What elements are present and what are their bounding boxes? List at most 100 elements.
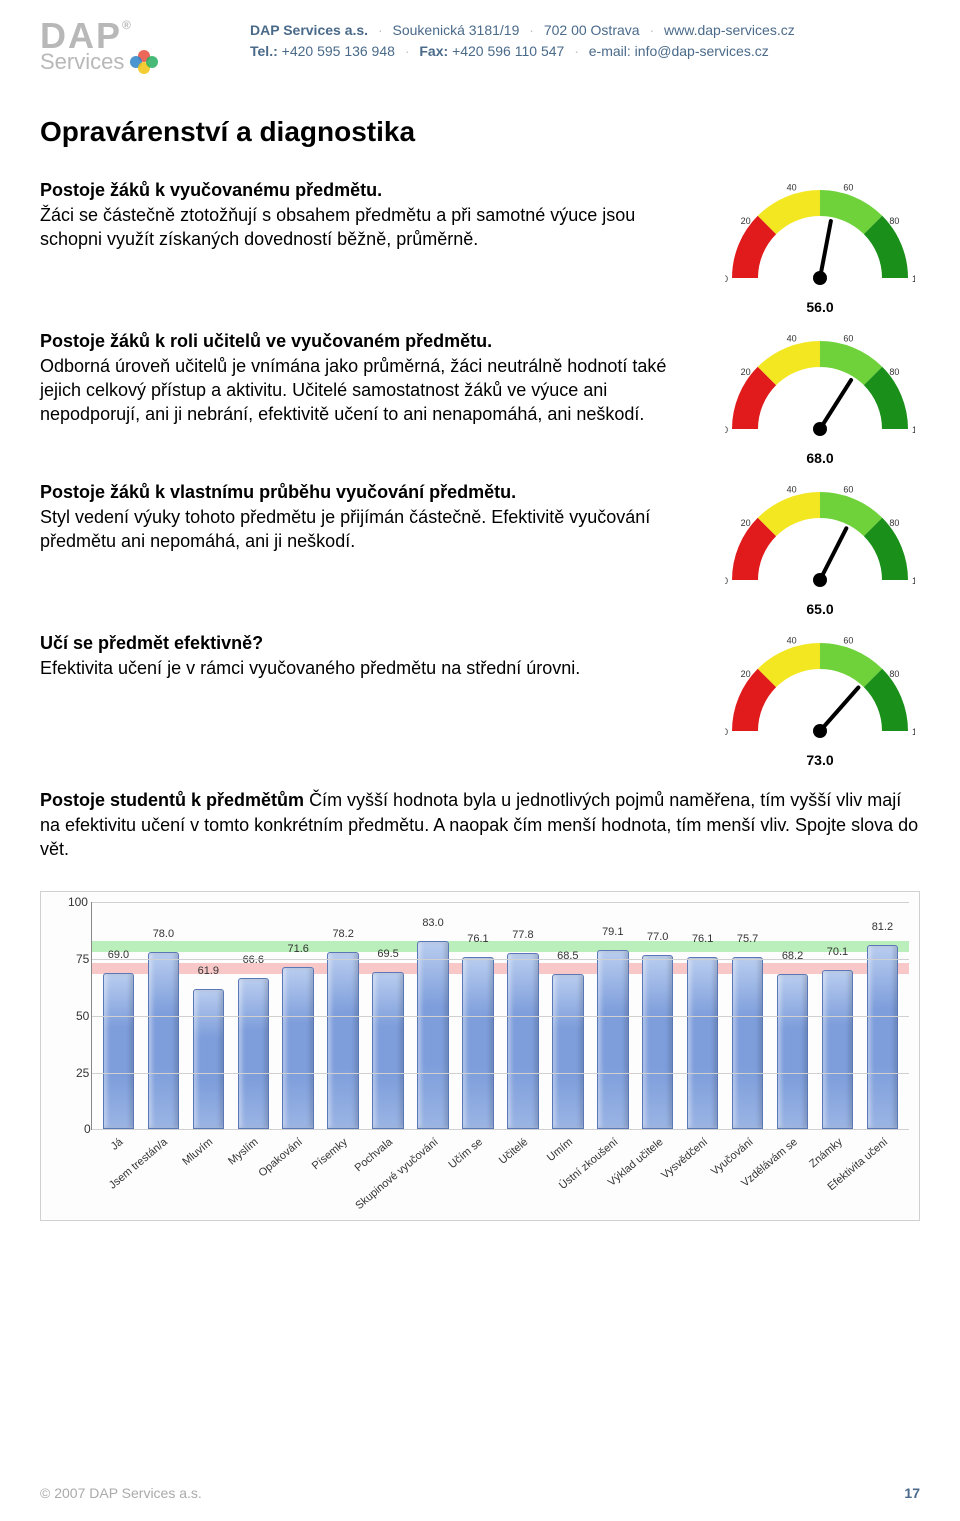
- section-text: Učí se předmět efektivně? Efektivita uče…: [40, 631, 680, 680]
- bar-value-label: 78.2: [332, 928, 353, 940]
- bar: [867, 945, 898, 1129]
- x-category-label: Skupinové vyučování: [410, 1132, 455, 1216]
- y-tick-label: 0: [84, 1122, 91, 1136]
- x-category-label: Efektivita učení: [860, 1132, 905, 1216]
- logo: DAP® Services: [40, 20, 220, 76]
- tel: +420 595 136 948: [282, 43, 395, 59]
- bar: [642, 955, 673, 1130]
- svg-text:20: 20: [741, 216, 751, 226]
- fax-label: Fax:: [419, 43, 448, 59]
- gauge-column: 020406080100 68.0: [720, 329, 920, 466]
- bar: [372, 972, 403, 1130]
- svg-text:100: 100: [912, 425, 915, 435]
- page-footer: © 2007 DAP Services a.s. 17: [40, 1485, 920, 1501]
- gauge-column: 020406080100 65.0: [720, 480, 920, 617]
- bar-value-label: 83.0: [422, 917, 443, 929]
- gauge-value-label: 65.0: [720, 601, 920, 617]
- bar: [282, 967, 313, 1130]
- bar-value-label: 79.1: [602, 926, 623, 938]
- svg-text:0: 0: [725, 274, 728, 284]
- svg-text:20: 20: [741, 669, 751, 679]
- svg-text:60: 60: [843, 485, 853, 495]
- x-category-label: Mluvím: [185, 1132, 230, 1216]
- barchart-container: 69.078.061.966.671.678.269.583.076.177.8…: [40, 891, 920, 1221]
- svg-text:80: 80: [889, 367, 899, 377]
- fax: +420 596 110 547: [452, 43, 564, 59]
- gauge-value-label: 68.0: [720, 450, 920, 466]
- bar-value-label: 68.2: [782, 950, 803, 962]
- bar: [732, 957, 763, 1129]
- section-row: Postoje žáků k roli učitelů ve vyučované…: [40, 329, 920, 466]
- svg-text:80: 80: [889, 216, 899, 226]
- bar-value-label: 78.0: [153, 928, 174, 940]
- section-heading: Postoje žáků k roli učitelů ve vyučované…: [40, 329, 680, 353]
- svg-text:40: 40: [787, 334, 797, 344]
- gauge-value-label: 56.0: [720, 299, 920, 315]
- logo-reg: ®: [122, 18, 133, 32]
- svg-text:60: 60: [843, 183, 853, 193]
- section-body: Styl vedení výuky tohoto předmětu je při…: [40, 507, 650, 551]
- bar-value-label: 66.6: [243, 954, 264, 966]
- svg-text:0: 0: [725, 576, 728, 586]
- svg-text:80: 80: [889, 669, 899, 679]
- bar: [103, 973, 134, 1130]
- bar: [417, 941, 448, 1129]
- section-body: Efektivita učení je v rámci vyučovaného …: [40, 658, 580, 678]
- section-body: Odborná úroveň učitelů je vnímána jako p…: [40, 356, 666, 425]
- y-tick-label: 75: [76, 952, 89, 966]
- company-name: DAP Services a.s.: [250, 22, 368, 38]
- email-label: e-mail:: [589, 43, 631, 59]
- bar: [822, 970, 853, 1129]
- section-body: Žáci se částečně ztotožňují s obsahem př…: [40, 205, 635, 249]
- bar: [238, 978, 269, 1129]
- tel-label: Tel.:: [250, 43, 278, 59]
- gauge-column: 0 20 40 60 80 100 56.0: [720, 178, 920, 315]
- bar: [552, 974, 583, 1129]
- header-info: DAP Services a.s. · Soukenická 3181/19 ·…: [250, 20, 920, 62]
- address: Soukenická 3181/19: [393, 22, 520, 38]
- logo-dots-icon: [130, 48, 158, 76]
- section-heading: Postoje žáků k vyučovanému předmětu.: [40, 178, 680, 202]
- x-category-label: Učitelé: [500, 1132, 545, 1216]
- x-category-label: Učím se: [455, 1132, 500, 1216]
- email: info@dap-services.cz: [635, 43, 769, 59]
- svg-text:100: 100: [912, 274, 915, 284]
- bar: [597, 950, 628, 1130]
- x-category-label: Opakování: [275, 1132, 320, 1216]
- svg-text:80: 80: [889, 518, 899, 528]
- bar: [462, 957, 493, 1130]
- copyright: © 2007 DAP Services a.s.: [40, 1485, 202, 1501]
- bar: [687, 957, 718, 1130]
- bar-value-label: 77.8: [512, 929, 533, 941]
- svg-text:40: 40: [787, 485, 797, 495]
- web: www.dap-services.cz: [664, 22, 795, 38]
- bar-value-label: 61.9: [198, 965, 219, 977]
- x-category-label: Vzdělávám se: [770, 1132, 815, 1216]
- bar-value-label: 70.1: [827, 946, 848, 958]
- bar-value-label: 76.1: [692, 933, 713, 945]
- city: 702 00 Ostrava: [544, 22, 640, 38]
- logo-line1: DAP: [40, 15, 122, 56]
- svg-text:20: 20: [741, 367, 751, 377]
- bar: [777, 974, 808, 1129]
- gauge-column: 020406080100 73.0: [720, 631, 920, 768]
- bar: [507, 953, 538, 1130]
- bar-value-label: 81.2: [872, 921, 893, 933]
- para-heading: Postoje studentů k předmětům: [40, 790, 304, 810]
- bar-value-label: 69.5: [377, 948, 398, 960]
- section-row: Učí se předmět efektivně? Efektivita uče…: [40, 631, 920, 768]
- svg-text:100: 100: [912, 576, 915, 586]
- page-header: DAP® Services DAP Services a.s. · Souken…: [40, 20, 920, 76]
- y-tick-label: 100: [68, 895, 88, 909]
- section-row: Postoje žáků k vlastnímu průběhu vyučová…: [40, 480, 920, 617]
- svg-text:60: 60: [843, 636, 853, 646]
- section-text: Postoje žáků k vlastnímu průběhu vyučová…: [40, 480, 680, 553]
- svg-text:0: 0: [725, 727, 728, 737]
- section-row: Postoje žáků k vyučovanému předmětu. Žác…: [40, 178, 920, 315]
- svg-text:60: 60: [843, 334, 853, 344]
- bar-value-label: 71.6: [288, 943, 309, 955]
- bar: [148, 952, 179, 1129]
- bar: [327, 952, 358, 1130]
- section-heading: Postoje žáků k vlastnímu průběhu vyučová…: [40, 480, 680, 504]
- svg-text:40: 40: [787, 183, 797, 193]
